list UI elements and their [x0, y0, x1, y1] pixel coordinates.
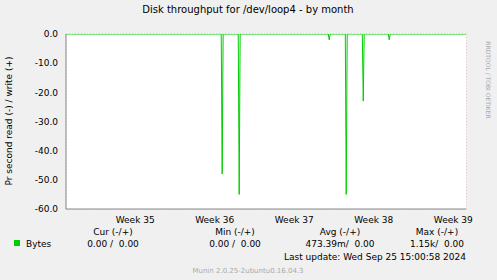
svg-text:Disk throughput for /dev/loop4: Disk throughput for /dev/loop4 - by mont…: [142, 4, 353, 15]
svg-text:Week 35: Week 35: [116, 215, 155, 225]
svg-text:Max (-/+): Max (-/+): [416, 227, 458, 237]
svg-text:Cur (-/+): Cur (-/+): [93, 227, 132, 237]
svg-text:473.39m/ 0.00: 473.39m/ 0.00: [305, 239, 374, 249]
svg-text:Week 38: Week 38: [354, 215, 393, 225]
svg-text:Munin 2.0.25-2ubuntu0.16.04.3: Munin 2.0.25-2ubuntu0.16.04.3: [192, 267, 303, 275]
svg-text:0.00 / 0.00: 0.00 / 0.00: [87, 239, 139, 249]
svg-text:1.15k/ 0.00: 1.15k/ 0.00: [410, 239, 464, 249]
svg-text:Min (-/+): Min (-/+): [215, 227, 255, 237]
svg-text:Bytes: Bytes: [26, 239, 52, 249]
svg-text:Pr second read (-) / write (+): Pr second read (-) / write (+): [8, 57, 14, 186]
svg-text:-60.0: -60.0: [35, 204, 59, 214]
svg-text:Week 39: Week 39: [434, 215, 473, 225]
svg-text:0.0: 0.0: [44, 29, 59, 39]
svg-text:Week 36: Week 36: [195, 215, 234, 225]
svg-text:Avg (-/+): Avg (-/+): [320, 227, 360, 237]
svg-text:-40.0: -40.0: [35, 146, 59, 156]
svg-text:RRDTOOL / TOBI OETIKER: RRDTOOL / TOBI OETIKER: [485, 41, 489, 118]
svg-text:-20.0: -20.0: [35, 88, 59, 98]
svg-text:0.00 / 0.00: 0.00 / 0.00: [209, 239, 261, 249]
svg-text:Week 37: Week 37: [275, 215, 314, 225]
svg-text:Last update: Wed Sep 25 15:00:: Last update: Wed Sep 25 15:00:58 2024: [284, 252, 466, 262]
svg-text:-10.0: -10.0: [35, 58, 59, 68]
svg-text:-30.0: -30.0: [35, 117, 59, 127]
svg-text:-50.0: -50.0: [35, 175, 59, 185]
